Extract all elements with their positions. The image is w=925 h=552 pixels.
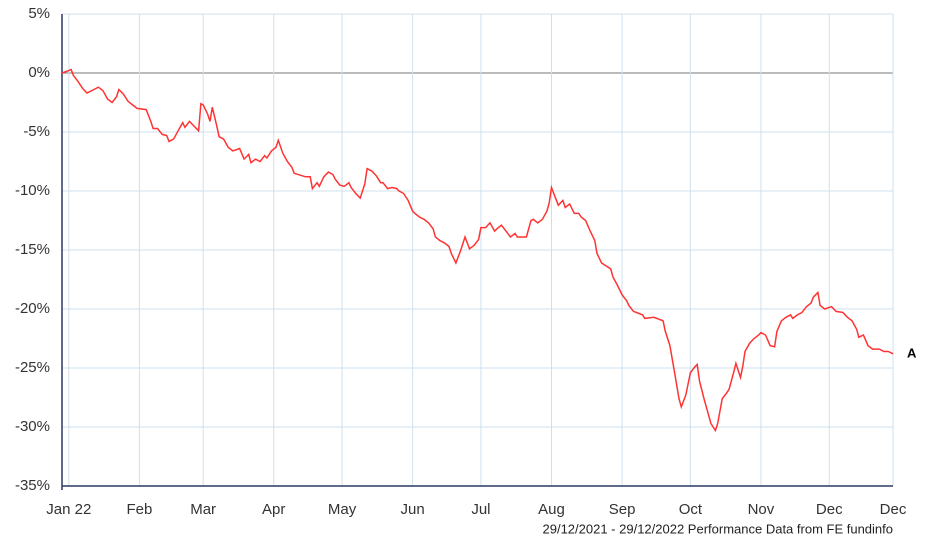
y-tick-label: -35% (15, 477, 50, 494)
x-tick-label: Aug (538, 501, 565, 518)
x-tick-label: Oct (679, 501, 703, 518)
x-tick-label: May (328, 501, 357, 518)
y-tick-label: 0% (28, 64, 50, 81)
x-tick-label: Jun (401, 501, 425, 518)
y-tick-label: -30% (15, 418, 50, 435)
x-tick-label: Sep (609, 501, 636, 518)
x-tick-label: Nov (748, 501, 775, 518)
x-tick-label: Feb (126, 501, 152, 518)
y-tick-label: -10% (15, 182, 50, 199)
x-tick-label: Apr (262, 501, 285, 518)
y-tick-label: -15% (15, 241, 50, 258)
y-tick-label: -25% (15, 359, 50, 376)
series-label: A (907, 345, 917, 360)
y-tick-label: 5% (28, 5, 50, 22)
x-tick-label: Dec (880, 501, 907, 518)
x-tick-label: Jan 22 (46, 501, 91, 518)
footer: 29/12/2021 - 29/12/2022 Performance Data… (543, 521, 894, 536)
x-tick-label: Jul (471, 501, 490, 518)
y-tick-label: -5% (23, 123, 50, 140)
series-line (61, 68, 894, 433)
y-tick-label: -20% (15, 300, 50, 317)
x-tick-label: Dec (816, 501, 843, 518)
x-tick-label: Mar (190, 501, 216, 518)
